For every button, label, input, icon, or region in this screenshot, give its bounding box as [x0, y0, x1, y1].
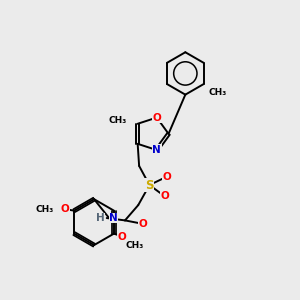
Text: N: N — [109, 213, 118, 223]
Text: O: O — [139, 219, 148, 229]
Text: N: N — [152, 145, 161, 155]
Text: O: O — [162, 172, 171, 182]
Text: H: H — [96, 213, 104, 223]
Text: CH₃: CH₃ — [208, 88, 226, 97]
Text: CH₃: CH₃ — [126, 241, 144, 250]
Text: O: O — [61, 204, 70, 214]
Text: CH₃: CH₃ — [108, 116, 127, 125]
Text: O: O — [118, 232, 127, 242]
Text: O: O — [160, 191, 169, 201]
Text: S: S — [145, 178, 154, 192]
Text: CH₃: CH₃ — [36, 205, 54, 214]
Text: O: O — [152, 112, 161, 123]
